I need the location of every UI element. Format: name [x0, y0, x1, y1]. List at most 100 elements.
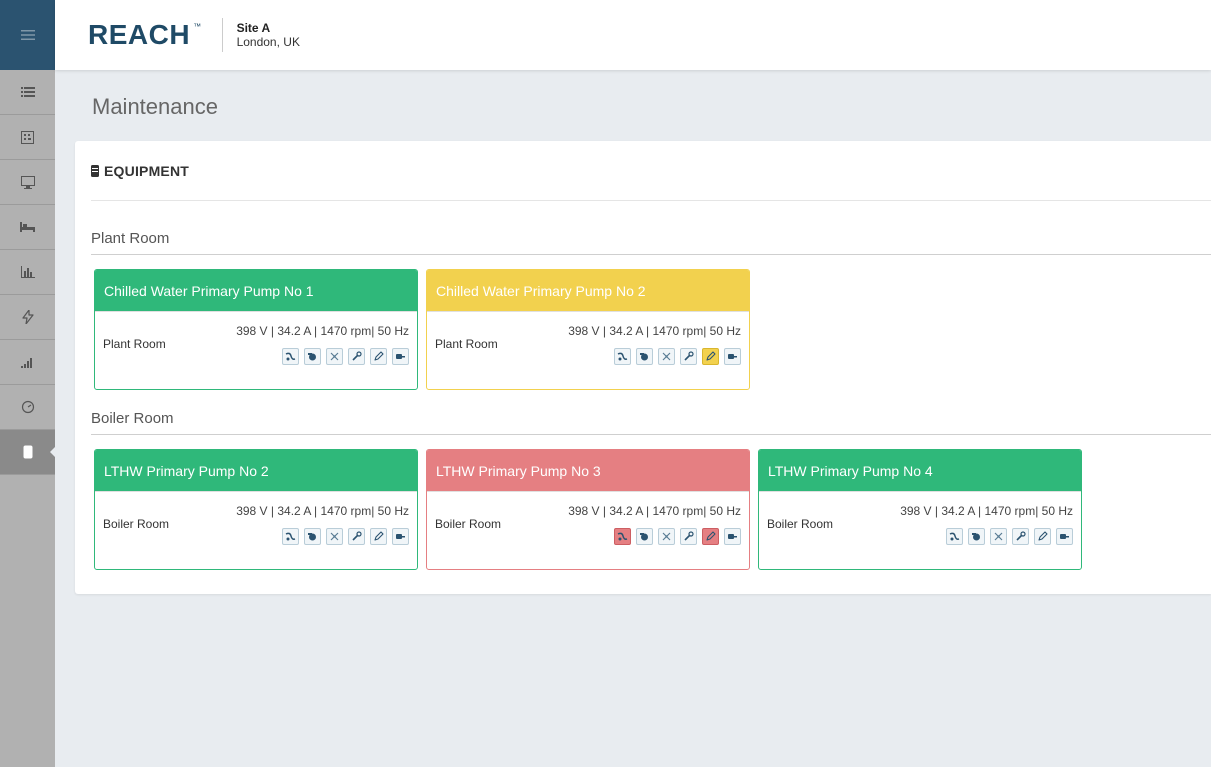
- valve-button[interactable]: [946, 528, 963, 545]
- valve-icon: [285, 351, 296, 362]
- sidebar-item-dashboard[interactable]: [0, 115, 55, 160]
- fan-button[interactable]: [658, 348, 675, 365]
- panel-divider: [91, 200, 1211, 201]
- pencil-icon: [373, 351, 384, 362]
- equipment-card-body: Plant Room 398 V | 34.2 A | 1470 rpm| 50 …: [427, 311, 749, 389]
- pump-icon: [639, 531, 650, 542]
- valve-icon: [949, 531, 960, 542]
- menu-toggle-button[interactable]: [0, 0, 55, 70]
- list-icon: [20, 87, 35, 97]
- equipment-card-title: LTHW Primary Pump No 4: [759, 450, 1081, 491]
- equipment-card-body: Plant Room 398 V | 34.2 A | 1470 rpm| 50 …: [95, 311, 417, 389]
- pencil-icon: [705, 531, 716, 542]
- equipment-readings: 398 V | 34.2 A | 1470 rpm| 50 Hz: [236, 504, 409, 518]
- sidebar-item-list[interactable]: [0, 70, 55, 115]
- pencil-button[interactable]: [370, 348, 387, 365]
- equipment-location: Boiler Room: [435, 517, 502, 531]
- equipment-card[interactable]: Chilled Water Primary Pump No 1 Plant Roo…: [94, 269, 418, 390]
- panel-title: EQUIPMENT: [104, 163, 190, 179]
- wrench-icon: [351, 351, 362, 362]
- equipment-card[interactable]: LTHW Primary Pump No 4 Boiler Room 398 V |…: [758, 449, 1082, 570]
- logo-text: REACH: [88, 19, 191, 50]
- sidebar-item-gauge[interactable]: [0, 385, 55, 430]
- wrench-button[interactable]: [680, 528, 697, 545]
- fan-icon: [661, 351, 672, 362]
- wrench-button[interactable]: [348, 348, 365, 365]
- signal-bars-icon: [20, 358, 32, 368]
- motor-button[interactable]: [724, 348, 741, 365]
- equipment-readings: 398 V | 34.2 A | 1470 rpm| 50 Hz: [568, 324, 741, 338]
- pump-button[interactable]: [636, 348, 653, 365]
- equipment-card[interactable]: LTHW Primary Pump No 3 Boiler Room 398 V |…: [426, 449, 750, 570]
- bar-chart-icon: [20, 266, 35, 278]
- wrench-icon: [351, 531, 362, 542]
- sidebar-item-rooms[interactable]: [0, 205, 55, 250]
- valve-icon: [617, 351, 628, 362]
- equipment-action-icons: [614, 348, 741, 365]
- motor-icon: [727, 531, 738, 542]
- pump-icon: [971, 531, 982, 542]
- wrench-button[interactable]: [348, 528, 365, 545]
- equipment-location: Plant Room: [103, 337, 166, 351]
- group-divider: [91, 254, 1211, 255]
- fan-button[interactable]: [326, 348, 343, 365]
- lightning-icon: [21, 310, 34, 324]
- wrench-icon: [1015, 531, 1026, 542]
- equipment-location: Boiler Room: [767, 517, 834, 531]
- pump-button[interactable]: [304, 528, 321, 545]
- pencil-button[interactable]: [370, 528, 387, 545]
- sidebar-item-equipment[interactable]: [0, 430, 56, 475]
- equipment-readings: 398 V | 34.2 A | 1470 rpm| 50 Hz: [900, 504, 1073, 518]
- wrench-button[interactable]: [680, 348, 697, 365]
- motor-button[interactable]: [392, 348, 409, 365]
- valve-button[interactable]: [614, 348, 631, 365]
- sidebar-item-energy[interactable]: [0, 295, 55, 340]
- site-selector[interactable]: Site A London, UK: [237, 21, 300, 49]
- equipment-readings: 398 V | 34.2 A | 1470 rpm| 50 Hz: [236, 324, 409, 338]
- fan-icon: [329, 531, 340, 542]
- valve-button[interactable]: [614, 528, 631, 545]
- sidebar-item-monitor[interactable]: [0, 160, 55, 205]
- pencil-button[interactable]: [702, 528, 719, 545]
- sidebar-item-reports[interactable]: [0, 250, 55, 295]
- equipment-panel: EQUIPMENT Plant Room Chilled Water Primar…: [75, 141, 1211, 594]
- fan-button[interactable]: [990, 528, 1007, 545]
- pencil-icon: [1037, 531, 1048, 542]
- equipment-card[interactable]: Chilled Water Primary Pump No 2 Plant Roo…: [426, 269, 750, 390]
- pump-button[interactable]: [968, 528, 985, 545]
- monitor-icon: [20, 175, 35, 189]
- valve-button[interactable]: [282, 528, 299, 545]
- equipment-card[interactable]: LTHW Primary Pump No 2 Boiler Room 398 V |…: [94, 449, 418, 570]
- equipment-card-title: Chilled Water Primary Pump No 1: [95, 270, 417, 311]
- logo-trademark: ™: [193, 22, 202, 31]
- pencil-button[interactable]: [702, 348, 719, 365]
- reach-logo[interactable]: REACH ™: [88, 19, 202, 51]
- motor-button[interactable]: [724, 528, 741, 545]
- gauge-icon: [21, 400, 34, 414]
- motor-button[interactable]: [392, 528, 409, 545]
- fan-button[interactable]: [658, 528, 675, 545]
- motor-button[interactable]: [1056, 528, 1073, 545]
- valve-button[interactable]: [282, 348, 299, 365]
- pump-button[interactable]: [304, 348, 321, 365]
- site-location: London, UK: [236, 35, 300, 49]
- page-title: Maintenance: [92, 94, 218, 119]
- equipment-action-icons: [282, 348, 409, 365]
- fan-icon: [329, 351, 340, 362]
- wrench-button[interactable]: [1012, 528, 1029, 545]
- motor-icon: [1059, 531, 1070, 542]
- equipment-location: Plant Room: [435, 337, 498, 351]
- pencil-button[interactable]: [1034, 528, 1051, 545]
- equipment-location: Boiler Room: [103, 517, 170, 531]
- pump-button[interactable]: [636, 528, 653, 545]
- sidebar-item-signal[interactable]: [0, 340, 55, 385]
- equipment-card-body: Boiler Room 398 V | 34.2 A | 1470 rpm| 50…: [95, 491, 417, 569]
- fan-button[interactable]: [326, 528, 343, 545]
- fan-icon: [993, 531, 1004, 542]
- motor-icon: [727, 351, 738, 362]
- valve-icon: [285, 531, 296, 542]
- equipment-card-body: Boiler Room 398 V | 34.2 A | 1470 rpm| 50…: [427, 491, 749, 569]
- pump-icon: [307, 351, 318, 362]
- equipment-card-title: LTHW Primary Pump No 2: [95, 450, 417, 491]
- equipment-card-title: LTHW Primary Pump No 3: [427, 450, 749, 491]
